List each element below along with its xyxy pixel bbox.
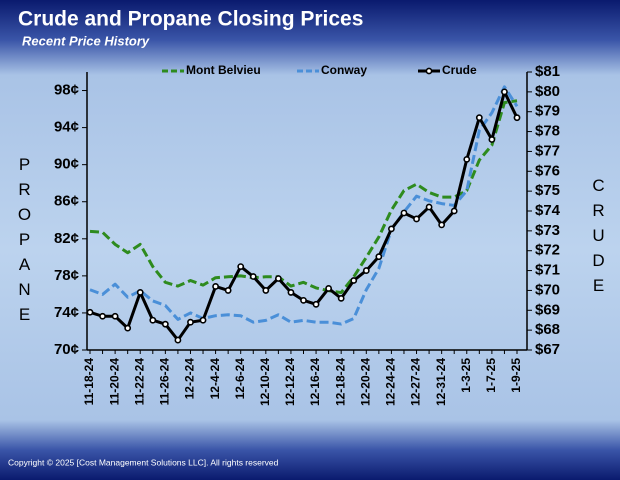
x-tick-label: 12-18-24: [333, 358, 347, 406]
point: [262, 287, 270, 294]
x-tick-label: 12-10-24: [258, 358, 272, 406]
point: [337, 294, 345, 302]
y2-tick-label: $74: [535, 202, 561, 219]
y2-tick-label: $71: [535, 262, 560, 279]
point: [300, 296, 307, 304]
y2-tick-label: $81: [535, 63, 560, 80]
x-tick-label: 12-16-24: [308, 358, 322, 406]
y-tick-label: 98¢: [54, 82, 79, 99]
point: [350, 277, 358, 284]
point: [400, 209, 408, 217]
series-line: [89, 85, 519, 326]
y-tick-label: 94¢: [54, 119, 79, 136]
x-tick-label: 12-27-24: [409, 358, 423, 406]
y2-tick-label: $76: [535, 162, 560, 179]
point: [287, 289, 295, 296]
point: [136, 289, 144, 296]
x-tick-label: 11-22-24: [132, 358, 146, 406]
x-tick-label: 12-24-24: [384, 358, 398, 406]
point: [425, 203, 433, 211]
point: [463, 155, 471, 163]
legend-marker: [425, 67, 433, 75]
x-tick-label: 12-31-24: [434, 358, 448, 406]
series-line: [89, 99, 518, 295]
point: [99, 312, 106, 320]
point: [124, 324, 132, 332]
y2-tick-label: $73: [535, 222, 560, 239]
point: [362, 267, 370, 274]
point: [111, 312, 119, 320]
point: [312, 300, 320, 308]
y2-tick-label: $67: [535, 341, 560, 358]
point: [86, 308, 94, 316]
x-tick-label: 12-2-24: [183, 358, 197, 400]
y2-tick-label: $70: [535, 281, 560, 298]
point: [513, 114, 521, 122]
point: [187, 318, 194, 326]
chart-subtitle: Recent Price History: [22, 33, 150, 48]
point: [388, 225, 395, 233]
point: [274, 275, 282, 282]
legend-label: Conway: [321, 63, 367, 77]
point: [249, 273, 257, 280]
copyright: Copyright © 2025 [Cost Management Soluti…: [8, 457, 279, 467]
x-tick-label: 11-26-24: [158, 358, 172, 406]
point: [438, 221, 446, 229]
x-tick-label: 11-18-24: [82, 358, 96, 406]
point: [224, 287, 232, 294]
y2-tick-label: $77: [535, 142, 560, 159]
y2-tick-label: $80: [535, 83, 560, 100]
point: [237, 263, 245, 270]
x-tick-label: 1-9-25: [509, 358, 523, 393]
y-tick-label: 82¢: [54, 230, 79, 247]
chart-title: Crude and Propane Closing Prices: [18, 8, 363, 31]
point: [199, 316, 207, 324]
y-axis-label: PROPANE: [15, 155, 34, 330]
y-tick-label: 78¢: [54, 267, 79, 284]
point: [501, 88, 508, 96]
y-tick-label: 86¢: [54, 193, 79, 210]
x-tick-label: 1-3-25: [459, 358, 473, 393]
point: [325, 285, 333, 292]
point: [174, 336, 182, 344]
y-tick-label: 74¢: [54, 304, 79, 321]
y-tick-label: 90¢: [54, 156, 79, 173]
point: [475, 114, 483, 122]
x-tick-label: 12-4-24: [208, 358, 222, 400]
y-tick-label: 70¢: [54, 341, 79, 358]
point: [488, 136, 496, 143]
point: [450, 207, 458, 215]
point: [212, 283, 219, 290]
x-tick-label: 12-6-24: [233, 358, 247, 400]
legend-label: Mont Belvieu: [186, 63, 261, 77]
y2-axis-label: CRUDE: [589, 176, 608, 301]
point: [161, 320, 169, 328]
point: [149, 316, 157, 324]
point: [375, 253, 383, 261]
y2-tick-label: $72: [535, 242, 560, 259]
y2-tick-label: $79: [535, 103, 560, 120]
x-tick-label: 12-20-24: [358, 358, 372, 406]
x-tick-label: 1-7-25: [484, 358, 498, 393]
y2-tick-label: $78: [535, 123, 560, 140]
legend-label: Crude: [442, 63, 477, 77]
point: [413, 215, 420, 223]
x-tick-label: 12-12-24: [283, 358, 297, 406]
y2-tick-label: $69: [535, 301, 560, 318]
y2-tick-label: $68: [535, 321, 560, 338]
x-tick-label: 11-20-24: [107, 358, 121, 406]
y2-tick-label: $75: [535, 182, 560, 199]
